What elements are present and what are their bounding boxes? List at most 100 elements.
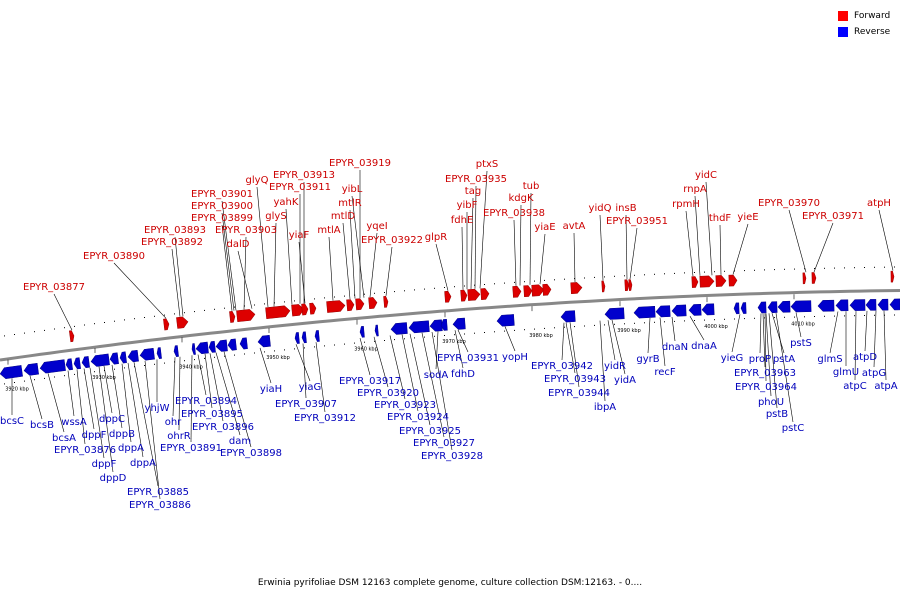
reverse-gene-arrow[interactable] [496, 314, 515, 327]
reverse-gene-label[interactable]: yopH [502, 352, 528, 363]
reverse-gene-arrow[interactable] [139, 348, 155, 361]
forward-gene-label[interactable]: tub [523, 181, 540, 192]
reverse-gene-arrow[interactable] [257, 335, 271, 348]
reverse-gene-label[interactable]: EPYR_03963 [734, 368, 796, 379]
reverse-gene-label[interactable]: bcsB [30, 420, 54, 431]
reverse-gene-label[interactable]: yidR [604, 361, 626, 372]
reverse-gene-label[interactable]: bcsA [52, 433, 76, 444]
forward-gene-label[interactable]: yiaE [534, 222, 555, 233]
reverse-gene-label[interactable]: EPYR_03928 [421, 451, 483, 462]
reverse-gene-arrow[interactable] [757, 301, 767, 314]
reverse-gene-label[interactable]: EPYR_03895 [181, 409, 243, 420]
forward-gene-arrow[interactable] [480, 288, 490, 300]
forward-gene-label[interactable]: yieE [737, 212, 758, 223]
forward-gene-arrow[interactable] [699, 275, 715, 288]
reverse-gene-arrow[interactable] [156, 347, 162, 359]
forward-gene-label[interactable]: EPYR_03892 [141, 237, 203, 248]
forward-gene-label[interactable]: EPYR_03900 [191, 201, 253, 212]
reverse-gene-arrow[interactable] [733, 302, 740, 315]
forward-gene-label[interactable]: mtlA [317, 225, 340, 236]
reverse-gene-arrow[interactable] [301, 331, 307, 344]
forward-gene-label[interactable]: glyS [265, 211, 286, 222]
reverse-gene-label[interactable]: fdhD [451, 369, 475, 380]
forward-gene-label[interactable]: glyQ [246, 175, 269, 186]
reverse-gene-label[interactable]: EPYR_03927 [413, 438, 475, 449]
reverse-gene-arrow[interactable] [73, 357, 81, 370]
reverse-gene-label[interactable]: yieG [721, 353, 744, 364]
reverse-gene-arrow[interactable] [39, 359, 66, 374]
forward-gene-label[interactable]: EPYR_03971 [802, 211, 864, 222]
reverse-gene-arrow[interactable] [90, 353, 110, 367]
reverse-gene-label[interactable]: EPYR_03886 [129, 500, 191, 511]
reverse-gene-arrow[interactable] [390, 322, 408, 335]
reverse-gene-label[interactable]: dam [229, 436, 251, 447]
reverse-gene-label[interactable]: EPYR_03943 [544, 374, 606, 385]
reverse-gene-label[interactable]: EPYR_03923 [374, 400, 436, 411]
reverse-gene-arrow[interactable] [817, 299, 835, 312]
reverse-gene-label[interactable]: dnaA [691, 341, 717, 352]
forward-gene-arrow[interactable] [355, 298, 365, 311]
forward-gene-arrow[interactable] [229, 311, 236, 323]
reverse-gene-label[interactable]: dppA [130, 458, 156, 469]
forward-gene-arrow[interactable] [570, 282, 583, 294]
reverse-gene-label[interactable]: dppC [99, 414, 125, 425]
reverse-gene-arrow[interactable] [701, 303, 715, 316]
forward-gene-label[interactable]: mtlR [338, 198, 361, 209]
reverse-gene-label[interactable]: EPYR_03944 [548, 388, 610, 399]
reverse-gene-label[interactable]: atpA [874, 381, 897, 392]
reverse-gene-arrow[interactable] [0, 365, 23, 379]
forward-gene-arrow[interactable] [368, 297, 378, 310]
forward-gene-arrow[interactable] [890, 270, 895, 283]
reverse-gene-label[interactable]: dppB [109, 429, 135, 440]
reverse-gene-arrow[interactable] [604, 307, 625, 320]
forward-gene-label[interactable]: EPYR_03901 [191, 189, 253, 200]
reverse-gene-arrow[interactable] [208, 340, 216, 353]
reverse-gene-label[interactable]: pstA [773, 354, 795, 365]
reverse-gene-arrow[interactable] [865, 299, 877, 311]
reverse-gene-arrow[interactable] [23, 363, 39, 376]
reverse-gene-arrow[interactable] [849, 299, 866, 311]
reverse-gene-arrow[interactable] [452, 317, 466, 330]
reverse-gene-label[interactable]: dppF [82, 430, 107, 441]
reverse-gene-arrow[interactable] [688, 303, 702, 316]
reverse-gene-arrow[interactable] [374, 324, 379, 337]
reverse-gene-label[interactable]: ohrR [167, 431, 191, 442]
reverse-gene-arrow[interactable] [191, 343, 196, 355]
forward-gene-label[interactable]: yqeI [366, 221, 387, 232]
reverse-gene-label[interactable]: pstB [766, 409, 788, 420]
reverse-gene-label[interactable]: EPYR_03931 [437, 353, 499, 364]
reverse-gene-label[interactable]: EPYR_03912 [294, 413, 356, 424]
reverse-gene-arrow[interactable] [777, 300, 791, 313]
reverse-gene-arrow[interactable] [429, 319, 443, 332]
reverse-gene-label[interactable]: ohr [165, 417, 182, 428]
forward-gene-label[interactable]: glpR [425, 232, 447, 243]
forward-gene-arrow[interactable] [624, 279, 630, 292]
forward-gene-label[interactable]: tag [465, 186, 481, 197]
reverse-gene-arrow[interactable] [359, 325, 365, 338]
forward-gene-label[interactable]: EPYR_03919 [329, 158, 391, 169]
reverse-gene-arrow[interactable] [633, 306, 656, 319]
reverse-gene-arrow[interactable] [294, 332, 300, 344]
reverse-gene-arrow[interactable] [127, 349, 139, 363]
reverse-gene-label[interactable]: EPYR_03898 [220, 448, 282, 459]
reverse-gene-label[interactable]: EPYR_03876 [54, 445, 116, 456]
forward-gene-label[interactable]: EPYR_03877 [23, 282, 85, 293]
reverse-gene-label[interactable]: dppA [118, 443, 144, 454]
forward-gene-arrow[interactable] [69, 330, 75, 343]
forward-gene-arrow[interactable] [531, 284, 545, 297]
reverse-gene-label[interactable]: proP [749, 354, 771, 365]
forward-gene-arrow[interactable] [265, 305, 291, 319]
reverse-gene-label[interactable]: dppF [92, 459, 117, 470]
reverse-gene-label[interactable]: atpD [853, 352, 877, 363]
reverse-gene-label[interactable]: EPYR_03920 [357, 388, 419, 399]
forward-gene-label[interactable]: avtA [563, 221, 586, 232]
forward-gene-label[interactable]: EPYR_03890 [83, 251, 145, 262]
forward-gene-arrow[interactable] [691, 276, 699, 288]
forward-gene-arrow[interactable] [176, 316, 189, 329]
forward-gene-arrow[interactable] [628, 279, 633, 291]
reverse-gene-arrow[interactable] [740, 302, 747, 314]
forward-gene-label[interactable]: EPYR_03903 [215, 225, 277, 236]
reverse-gene-label[interactable]: phoU [758, 397, 784, 408]
forward-gene-arrow[interactable] [715, 275, 727, 287]
reverse-gene-arrow[interactable] [239, 337, 248, 350]
